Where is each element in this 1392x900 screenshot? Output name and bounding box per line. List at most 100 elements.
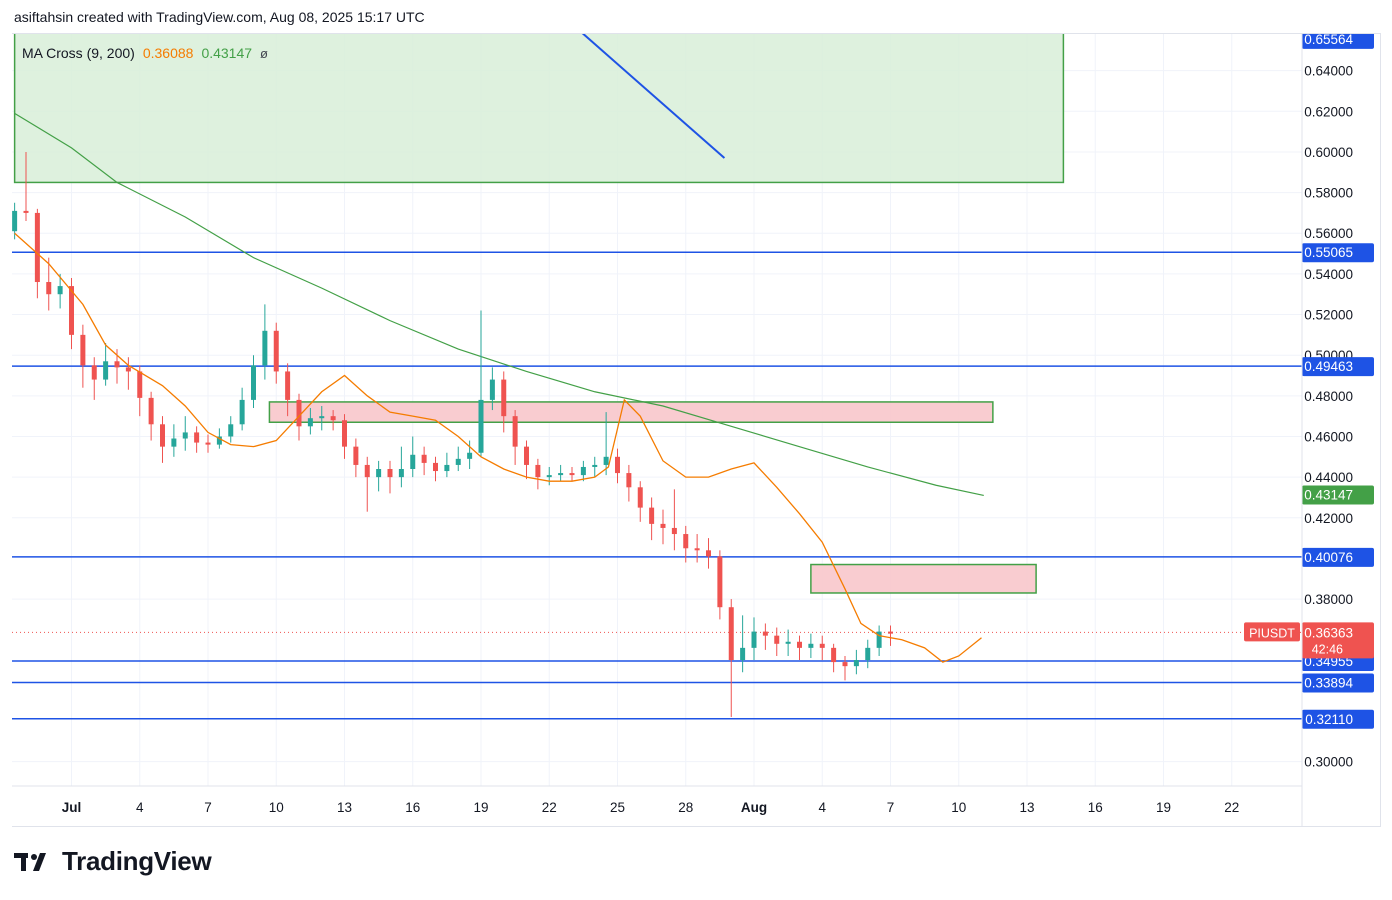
x-tick-label: Aug [741, 800, 767, 815]
y-tick-label: 0.56000 [1304, 226, 1353, 241]
x-tick-label: 16 [1088, 800, 1103, 815]
price-badge [1302, 673, 1374, 693]
candle-body [160, 424, 165, 447]
candle-body [706, 550, 711, 557]
x-tick-label: 7 [204, 800, 212, 815]
y-tick-label: 0.52000 [1304, 308, 1353, 323]
visibility-icon[interactable]: ø [260, 45, 268, 61]
y-tick-label: 0.60000 [1304, 145, 1353, 160]
candle-body [546, 475, 552, 478]
price-badge-label: 0.32110 [1305, 712, 1353, 727]
candle-body [205, 442, 211, 445]
candles [12, 151, 893, 717]
x-tick-label: 22 [542, 800, 557, 815]
candle-body [489, 379, 495, 400]
candle-body [228, 424, 234, 437]
y-tick-label: 0.38000 [1304, 592, 1353, 607]
price-badge [1302, 709, 1374, 729]
candle-body [842, 662, 848, 667]
candle-body [182, 432, 188, 439]
x-tick-label: 4 [136, 800, 144, 815]
candle-body [888, 631, 893, 634]
price-badge [1302, 243, 1374, 263]
candle-body [683, 534, 689, 549]
candle-body [171, 438, 177, 447]
ma200-line [14, 112, 984, 497]
ma-fast-value: 0.36088 [142, 45, 194, 61]
candle-body [831, 647, 837, 663]
candle-body [592, 464, 598, 467]
candle-body [649, 507, 655, 524]
chart-area[interactable]: 0.64000 0.62000 0.60000 0.58000 0.56000 0.540… [12, 33, 1381, 827]
y-tick-label: 0.30000 [1304, 755, 1353, 770]
candle-body [433, 462, 438, 472]
candle-body [694, 548, 700, 551]
candle-body [535, 464, 541, 478]
candle-body [296, 399, 302, 427]
candle-body [853, 660, 859, 667]
candle-body [194, 432, 200, 443]
y-tick-label: 0.58000 [1304, 186, 1353, 201]
y-tick-label: 0.48000 [1304, 389, 1353, 404]
symbol-tag [1244, 622, 1300, 642]
candle-body [637, 487, 643, 508]
candle-body [626, 473, 632, 488]
y-tick-label: 0.42000 [1304, 511, 1353, 526]
indicator-legend[interactable]: MA Cross (9, 200) 0.36088 0.43147 ø [22, 45, 268, 61]
ma-slow-value: 0.43147 [201, 45, 253, 61]
candle-body [467, 452, 473, 459]
price-badge [1302, 34, 1374, 49]
candle-body [797, 641, 802, 648]
candle-body [808, 643, 814, 648]
candle-body [387, 469, 393, 478]
candle-body [273, 330, 279, 372]
candle-body [262, 330, 268, 366]
candle-body [421, 454, 427, 463]
resistance-zone-red [810, 563, 1037, 594]
candle-body [251, 365, 256, 400]
y-tick-label: 0.44000 [1304, 470, 1353, 485]
x-tick-label: 28 [678, 800, 693, 815]
candle-body [376, 469, 382, 478]
candle-body [751, 631, 757, 648]
supply-zone-green [13, 34, 1065, 184]
candle-body [580, 466, 586, 476]
price-axis-bg [1302, 34, 1380, 826]
candle-body [615, 456, 620, 474]
brand-name: TradingView [62, 846, 212, 876]
x-tick-label: 25 [610, 800, 625, 815]
candle-body [762, 631, 768, 636]
x-tick-label: 10 [269, 800, 284, 815]
price-badge-label: 0.49463 [1304, 359, 1353, 374]
candle-body [558, 473, 564, 476]
x-tick-label: 22 [1224, 800, 1239, 815]
candle-body [34, 212, 40, 283]
countdown-label: 42:46 [1312, 642, 1343, 656]
x-tick-label: 7 [887, 800, 895, 815]
y-tick-label: 0.46000 [1304, 429, 1353, 444]
candle-body [46, 282, 52, 295]
candle-body [478, 399, 484, 453]
price-chart[interactable]: 0.64000 0.62000 0.60000 0.58000 0.56000 0.540… [12, 34, 1380, 826]
candle-body [660, 523, 666, 528]
ma9-line [14, 232, 982, 663]
price-badge-label: 0.43147 [1304, 487, 1353, 502]
x-tick-label: 19 [1156, 800, 1171, 815]
candle-body [12, 210, 18, 232]
candle-body [307, 418, 313, 427]
candle-body [444, 464, 450, 472]
candle-body [319, 416, 325, 419]
candle-body [717, 556, 723, 608]
candle-body [501, 379, 507, 417]
price-badge [1302, 357, 1374, 377]
candle-body [342, 420, 347, 447]
price-badge-label: 0.40076 [1304, 550, 1353, 565]
candle-body [603, 456, 609, 465]
candle-body [80, 334, 86, 366]
candle-body [91, 365, 97, 380]
candle-body [137, 371, 143, 398]
x-tick-label: 19 [473, 800, 488, 815]
resistance-zone-red [268, 401, 994, 424]
y-tick-label: 0.64000 [1304, 64, 1353, 79]
candle-body [114, 361, 120, 368]
